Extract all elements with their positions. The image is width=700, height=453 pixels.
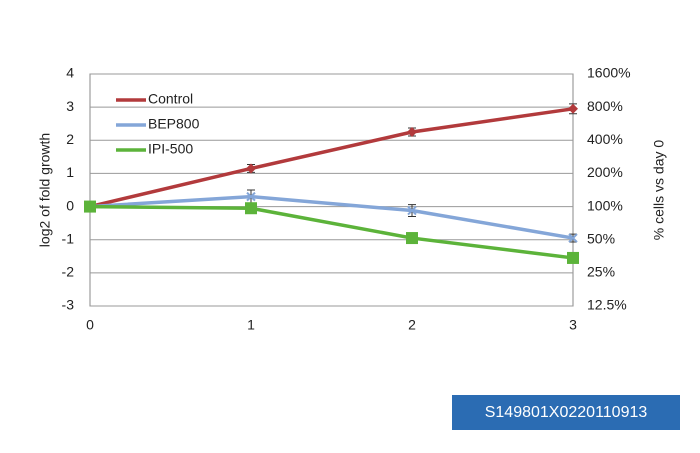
y2-axis-label: % cells vs day 0 bbox=[651, 140, 667, 241]
marker bbox=[246, 163, 256, 174]
id-badge bbox=[452, 395, 680, 430]
legend-label: BEP800 bbox=[148, 116, 200, 132]
y-axis-label: log2 of fold growth bbox=[37, 133, 53, 247]
y2-tick-label: 25% bbox=[587, 264, 615, 280]
y-tick-label: -2 bbox=[62, 264, 75, 280]
y2-tick-label: 50% bbox=[587, 230, 615, 246]
y-tick-label: 0 bbox=[66, 197, 74, 213]
series-line bbox=[89, 194, 574, 240]
y2-tick-label: 400% bbox=[587, 131, 623, 147]
marker bbox=[568, 233, 578, 243]
y2-tick-label: 800% bbox=[587, 98, 623, 114]
y2-tick-label: 12.5% bbox=[587, 297, 627, 313]
legend-label: IPI-500 bbox=[148, 141, 193, 157]
x-tick-label: 2 bbox=[408, 317, 416, 333]
y2-tick-label: 200% bbox=[587, 164, 623, 180]
y-tick-label: -3 bbox=[62, 297, 75, 313]
marker bbox=[84, 200, 96, 213]
marker bbox=[406, 232, 418, 245]
marker bbox=[568, 103, 578, 114]
x-tick-label: 1 bbox=[247, 317, 255, 333]
y-tick-label: 2 bbox=[66, 131, 74, 147]
marker bbox=[245, 202, 257, 215]
x-tick-label: 3 bbox=[569, 317, 577, 333]
series-line bbox=[89, 204, 574, 260]
x-tick-label: 0 bbox=[86, 317, 94, 333]
marker bbox=[407, 205, 417, 216]
y-tick-label: 3 bbox=[66, 98, 74, 114]
legend-label: Control bbox=[148, 91, 193, 107]
y-tick-label: -1 bbox=[62, 230, 75, 246]
y-tick-label: 1 bbox=[66, 164, 74, 180]
marker bbox=[567, 251, 579, 264]
y2-tick-label: 100% bbox=[587, 197, 623, 213]
id-label: S149801X0220110913 bbox=[485, 404, 648, 421]
y-tick-label: 4 bbox=[66, 65, 74, 81]
marker bbox=[246, 191, 256, 202]
marker bbox=[407, 127, 417, 137]
y2-tick-label: 1600% bbox=[587, 65, 631, 81]
series-line bbox=[89, 107, 574, 209]
